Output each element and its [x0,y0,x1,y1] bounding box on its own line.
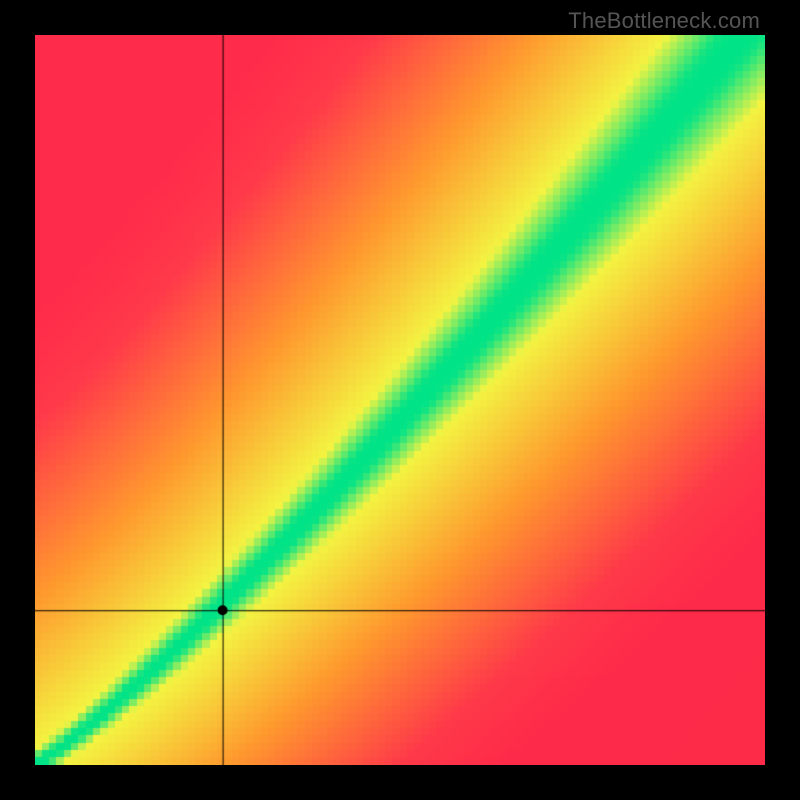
bottleneck-heatmap [35,35,765,765]
watermark-text: TheBottleneck.com [568,8,760,34]
